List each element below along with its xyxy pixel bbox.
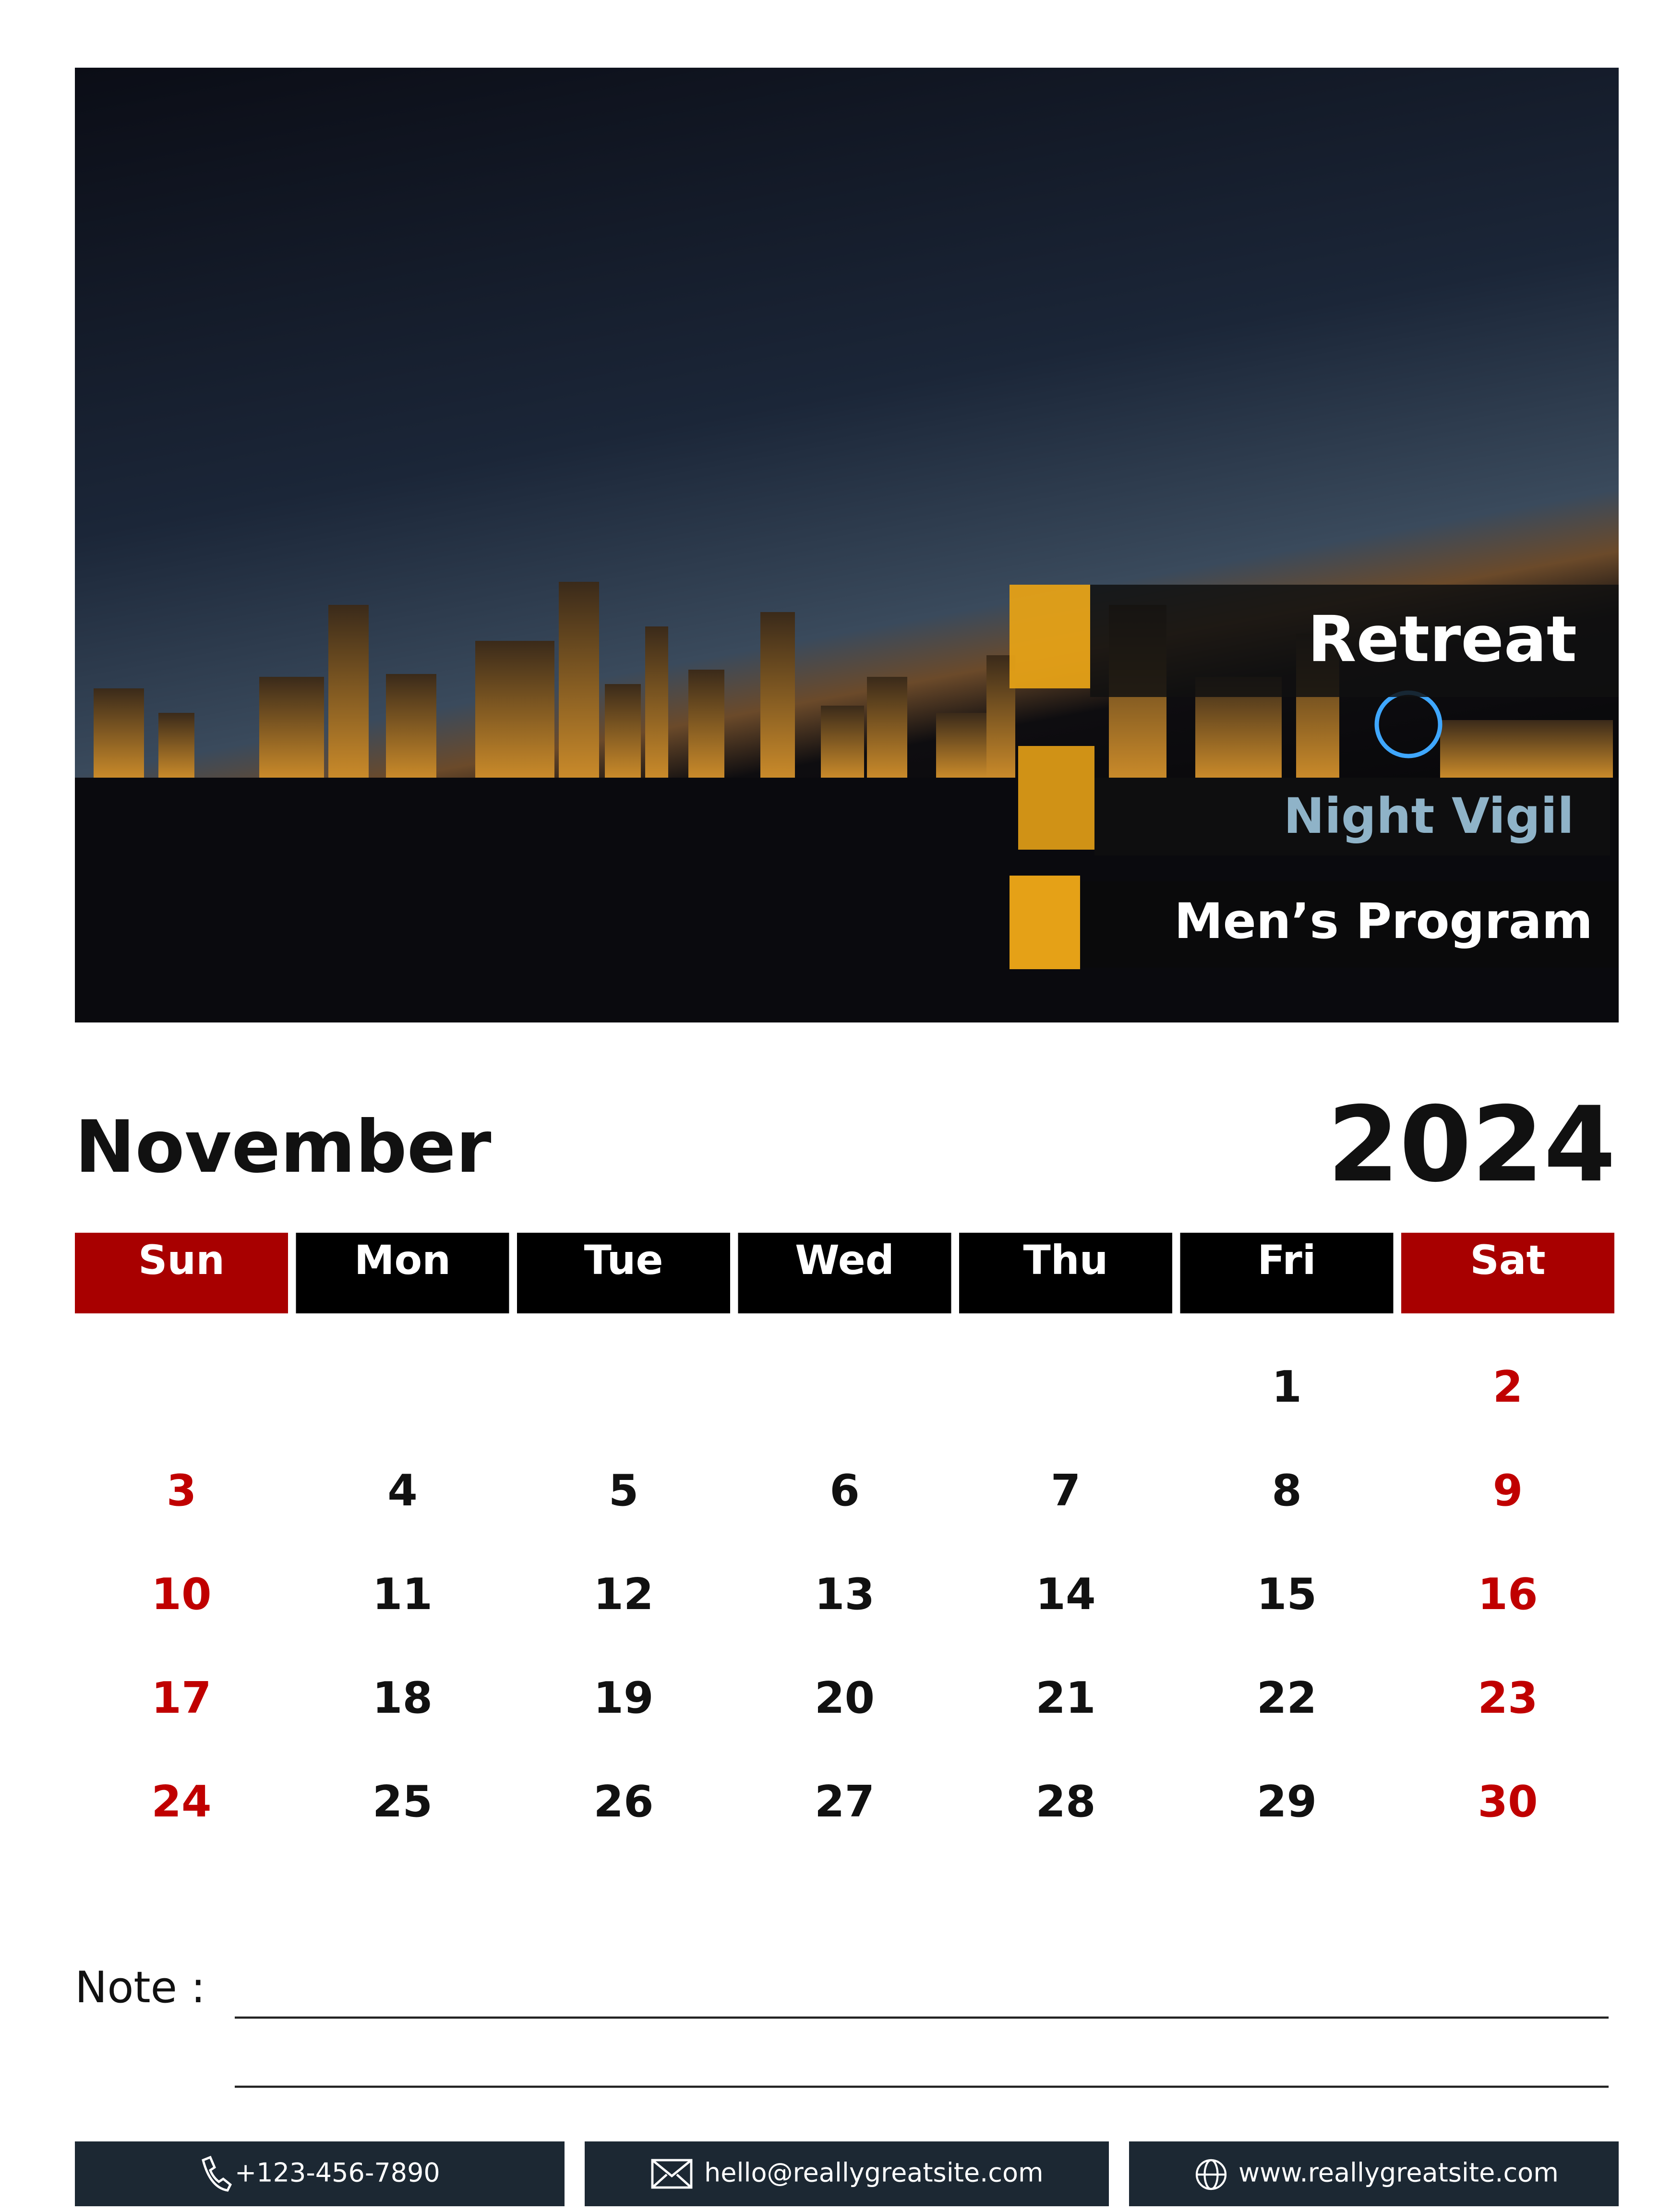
day: 13 [815,1569,875,1620]
day: 19 [593,1673,653,1723]
year: 2024 [1327,1084,1616,1205]
weekday-header [296,1233,509,1313]
day: 18 [373,1673,433,1723]
day: 30 [1478,1777,1538,1827]
banner-item: Night Vigil [1284,788,1574,845]
day: 23 [1478,1673,1538,1723]
weekday-label: Tue [584,1237,663,1284]
day: 7 [1051,1466,1081,1516]
day: 12 [593,1569,653,1620]
weekday-label: Sun [138,1237,225,1284]
day: 27 [815,1777,875,1827]
website: www.reallygreatsite.com [1238,2158,1559,2188]
weekday-label: Fri [1257,1237,1316,1284]
day: 17 [151,1673,211,1723]
day: 11 [373,1569,433,1620]
day: 9 [1493,1466,1523,1516]
day: 6 [830,1466,860,1516]
weekday-label: Wed [795,1237,894,1284]
day: 20 [815,1673,875,1723]
email-icon [651,2159,693,2189]
day: 15 [1257,1569,1317,1620]
phone-icon [202,2155,232,2192]
weekday-header [738,1233,951,1313]
banner-item: Men’s Program [1174,893,1593,950]
day: 22 [1257,1673,1317,1723]
banner-item: Retreat [1308,602,1577,676]
month: November [75,1106,492,1189]
weekday-header [75,1233,288,1313]
day: 14 [1035,1569,1095,1620]
phone: +123-456-7890 [235,2158,440,2188]
day: 8 [1272,1466,1302,1516]
weekday-header [517,1233,730,1313]
weekday-label: Thu [1023,1237,1108,1284]
weekday-label: Mon [354,1237,451,1284]
day: 21 [1035,1673,1095,1723]
day: 4 [387,1466,418,1516]
day: 2 [1493,1362,1523,1412]
day: 16 [1478,1569,1538,1620]
weekday-header [1180,1233,1394,1313]
weekday-header [959,1233,1172,1313]
day: 26 [593,1777,653,1827]
day: 29 [1257,1777,1317,1827]
note-label: Note : [75,1962,205,2013]
footer: +123-456-7890 hello@reallygreatsite.com … [75,2141,1619,2206]
day: 28 [1035,1777,1095,1827]
weekday-header [1401,1233,1614,1313]
day: 1 [1272,1362,1302,1412]
day: 3 [167,1466,197,1516]
weekday-label: Sat [1470,1237,1545,1284]
web-icon [1195,2159,1227,2190]
banner: Retreat Night Vigil Men’s Program [1010,585,1619,969]
day: 25 [373,1777,433,1827]
day: 5 [609,1466,639,1516]
day: 10 [151,1569,211,1620]
day: 24 [151,1777,211,1827]
photo [75,68,1619,1022]
email: hello@reallygreatsite.com [704,2158,1044,2188]
